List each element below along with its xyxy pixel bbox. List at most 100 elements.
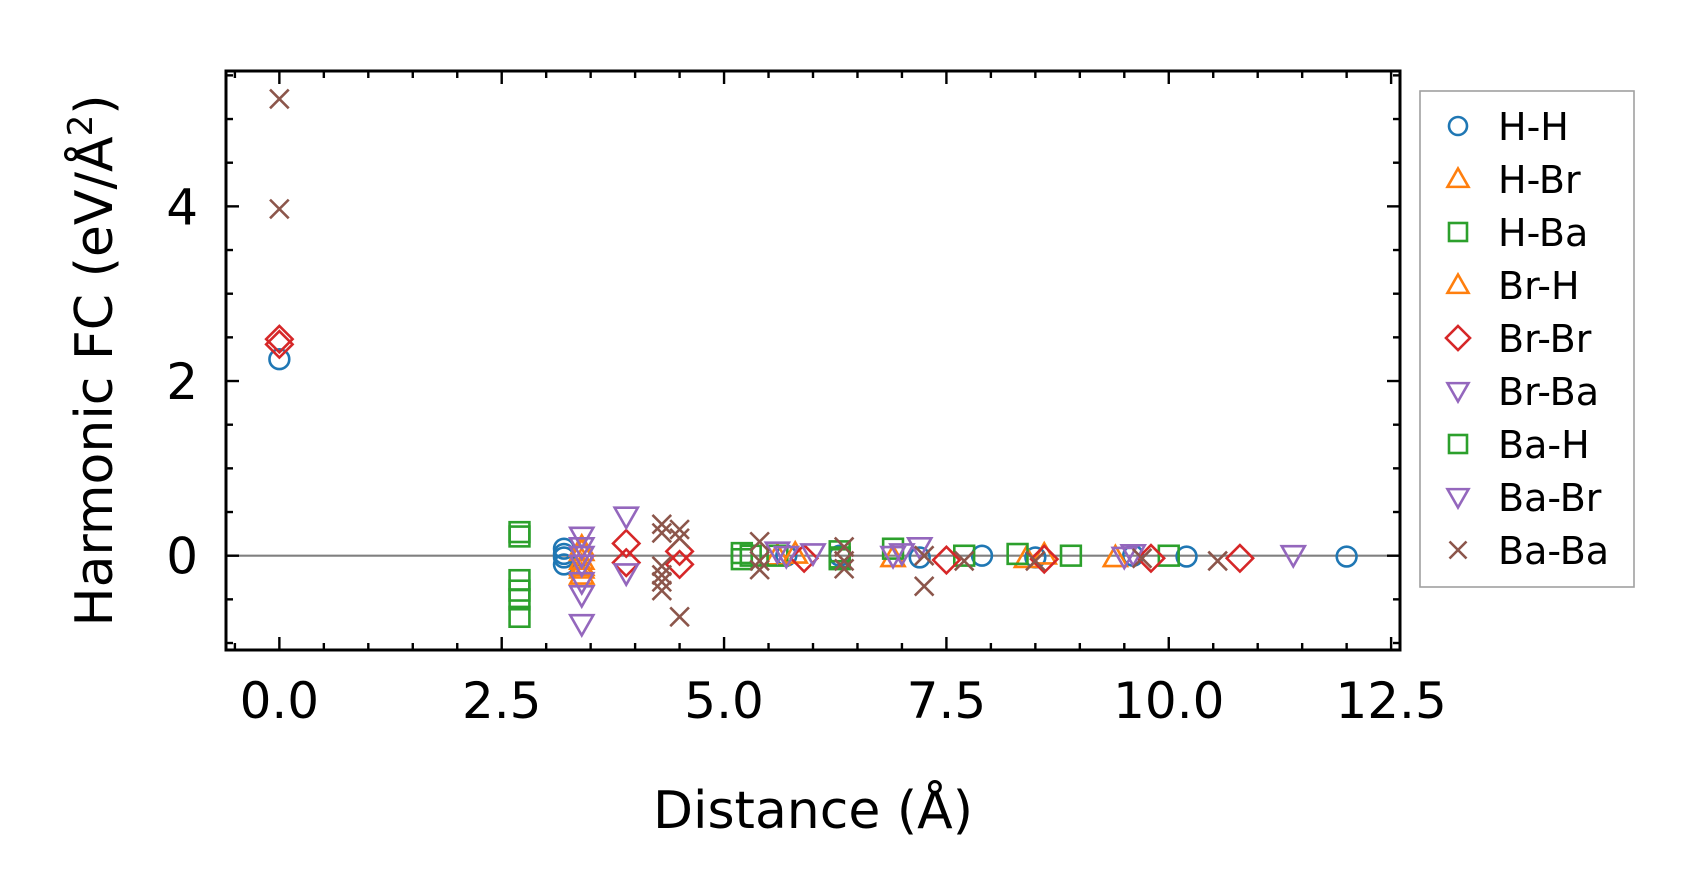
series-h-ba [508,520,1180,629]
data-point [567,545,596,570]
x-tick-label: 10.0 [1113,672,1224,730]
data-point [508,525,531,548]
data-point [508,605,531,629]
data-point [931,545,962,576]
data-point [567,536,596,562]
x-tick-label: 12.5 [1335,672,1446,730]
data-point [611,528,642,559]
axis-ticks [226,71,1400,650]
data-point [833,550,855,572]
legend-marker [1445,381,1471,405]
legend-label: H-Br [1498,158,1581,202]
y-axis-label: Harmonic FC (eV/Å2) [61,94,125,626]
data-point [913,545,935,566]
data-point [651,571,673,593]
data-point [833,558,855,580]
data-point [749,531,770,552]
y-axis-label-close: ) [65,94,125,114]
data-point [268,347,291,371]
legend-label: H-H [1498,105,1569,149]
y-axis-label-superscript: 2 [61,115,101,137]
data-point [612,563,641,588]
data-point [913,575,935,597]
data-point [1029,544,1060,575]
x-axis-label: Distance (Å) [653,779,973,841]
data-point [508,588,531,611]
data-point [567,585,596,610]
data-point [651,564,673,586]
series-ba-h [739,544,851,569]
data-point [1175,545,1198,568]
data-point [651,522,673,544]
data-point [1279,544,1308,569]
legend-label: H-Ba [1498,211,1588,255]
data-point [749,550,770,572]
data-point [567,613,596,638]
data-point [611,547,642,578]
data-point [1059,544,1083,567]
data-point [669,606,690,628]
legend: H-H H-Br H-Ba Br-H Br-Br Br-Ba Ba-H Ba-Br Ba-Ba [1419,90,1635,588]
data-point [888,543,916,568]
data-point [651,555,673,577]
data-point [264,329,295,360]
data-point [669,519,690,540]
data-point [953,550,975,572]
data-point [908,546,931,569]
tick-labels: 0.0 2.5 5.0 7.5 10.0 12.5 0 2 4 [166,178,1447,730]
legend-marker [1444,324,1472,352]
data-point [1135,543,1167,574]
legend-marker [1448,540,1468,560]
data-point [1224,543,1255,574]
series-ba-ba [269,88,1228,628]
data-point [612,506,641,531]
data-point [269,88,290,110]
data-point [799,543,827,568]
x-tick-label: 7.5 [907,672,987,730]
data-point [1335,545,1358,568]
data-point [1025,550,1046,572]
data-point [1207,550,1228,572]
data-point [772,545,801,570]
data-point [905,536,934,562]
data-point [828,546,851,569]
y-tick-label: 2 [166,353,198,411]
data-point [552,546,576,569]
data-marks [226,88,1400,638]
data-point [970,544,994,567]
x-tick-label: 2.5 [462,672,542,730]
data-point [763,541,792,566]
data-point [269,198,290,220]
legend-marker [1447,221,1469,243]
series-ba-br [567,543,1139,571]
legend-label: Ba-Ba [1498,529,1609,573]
x-tick-label: 5.0 [684,672,764,730]
data-point [669,527,690,549]
legend-marker [1445,271,1471,295]
data-point [1157,544,1180,567]
legend-marker [1447,433,1469,455]
data-point [508,520,531,544]
legend-marker [1445,165,1471,189]
data-point [664,549,695,580]
legend-label: Ba-H [1498,423,1590,467]
series-br-ba [567,506,1308,638]
legend-label: Br-Br [1498,317,1592,361]
y-tick-label: 4 [166,178,198,236]
data-point [651,513,673,535]
data-point [567,571,596,597]
legend-label: Br-H [1498,264,1580,308]
data-point [739,544,762,567]
data-point [567,554,596,579]
data-point [749,559,770,580]
legend-marker [1445,487,1471,511]
data-point [264,324,295,355]
data-point [1101,543,1130,568]
y-tick-label: 0 [166,528,198,586]
data-point [1110,546,1139,571]
data-point [651,580,673,601]
series-br-br [264,324,1255,580]
x-tick-label: 0.0 [240,672,320,730]
data-point [1131,548,1153,569]
